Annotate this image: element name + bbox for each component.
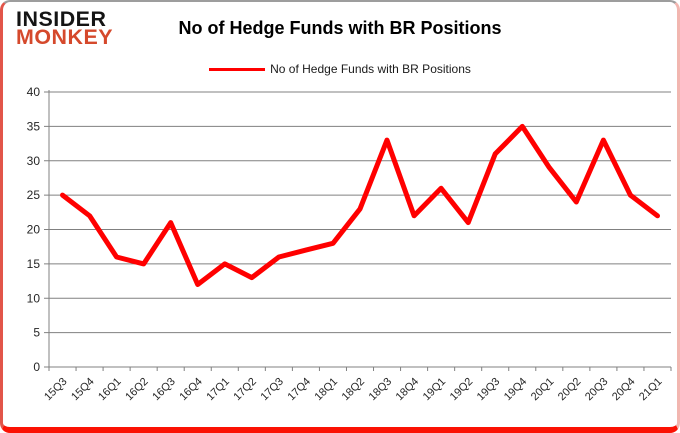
x-tick-label: 20Q3 [583, 376, 611, 404]
y-tick-label: 35 [27, 119, 41, 133]
x-tick-label: 19Q2 [448, 376, 476, 404]
y-tick-label: 25 [27, 188, 41, 202]
legend-label: No of Hedge Funds with BR Positions [270, 62, 471, 76]
x-tick-label: 21Q1 [637, 376, 665, 404]
x-tick-label: 17Q1 [204, 376, 232, 404]
x-tick-label: 18Q3 [367, 376, 395, 404]
series-line [60, 123, 660, 287]
x-tick-label: 17Q4 [286, 376, 314, 404]
x-tick-label: 16Q1 [96, 376, 124, 404]
x-tick-label: 20Q2 [556, 376, 584, 404]
x-tick-label: 15Q3 [42, 376, 70, 404]
logo-text-monkey: MONKEY [16, 26, 114, 50]
insider-monkey-logo: INSIDER MONKEY [16, 8, 114, 50]
x-tick-label: 17Q2 [231, 376, 259, 404]
x-tick-label: 19Q3 [475, 376, 503, 404]
x-tick-label: 20Q1 [529, 376, 557, 404]
x-tick-label: 18Q1 [313, 376, 341, 404]
logo-text-insider: INSIDER [16, 8, 107, 31]
x-tick-label: 16Q3 [150, 376, 178, 404]
line-chart: 0 5 10 15 20 25 30 35 40 15Q3 15Q4 16Q1 16Q2 16Q3 16Q4… [27, 85, 672, 404]
y-tick-label: 20 [27, 223, 41, 237]
x-tick-label: 15Q4 [69, 376, 97, 404]
x-tick-label: 18Q4 [394, 376, 422, 404]
x-tick-label: 17Q3 [258, 376, 286, 404]
chart-title: No of Hedge Funds with BR Positions [178, 18, 502, 38]
x-tick-label: 19Q1 [421, 376, 449, 404]
x-tick-label: 18Q2 [340, 376, 368, 404]
x-tick-label: 20Q4 [610, 376, 638, 404]
y-tick-label: 0 [33, 360, 40, 374]
y-tick-label: 15 [27, 257, 41, 271]
x-tick-label: 16Q2 [123, 376, 151, 404]
x-tick-label: 16Q4 [177, 376, 205, 404]
y-tick-label: 40 [27, 85, 41, 99]
y-tick-label: 10 [27, 291, 41, 305]
legend-line-swatch [209, 67, 266, 71]
legend: No of Hedge Funds with BR Positions [3, 62, 677, 76]
y-tick-label: 5 [33, 326, 40, 340]
y-tick-label: 30 [27, 154, 41, 168]
x-tick-label: 19Q4 [502, 376, 530, 404]
